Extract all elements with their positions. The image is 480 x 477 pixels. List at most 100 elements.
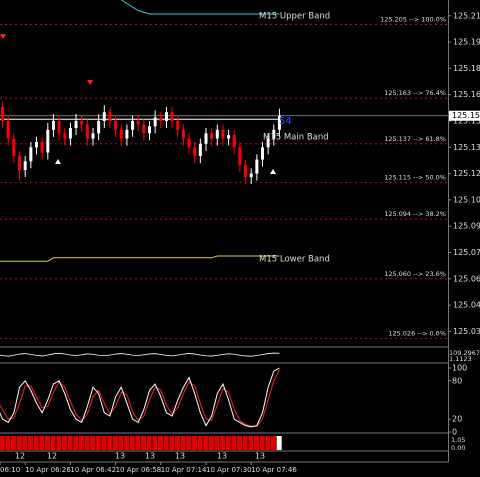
candle-body — [159, 117, 163, 122]
x-tick-label: 06:10 — [0, 466, 20, 474]
signal-arrow — [55, 159, 61, 164]
hist-bar — [39, 436, 45, 450]
candle-body — [193, 147, 197, 157]
y-tick-label: 125.075 — [453, 248, 480, 257]
y-tick-label: 125.165 — [453, 90, 480, 99]
fib-label: 125.163 --> 76.4% — [384, 89, 446, 97]
candle-body — [170, 112, 174, 122]
hist-bar — [33, 436, 39, 450]
band-line — [120, 0, 280, 15]
x-tick-label: 10 Apr 07:30 — [206, 466, 252, 474]
current-price-label: 125.153 — [452, 111, 480, 120]
fib-label: 125.094 --> 38.2% — [384, 210, 446, 218]
fib-label: 125.115 --> 50.0% — [384, 173, 446, 181]
panel-borders — [0, 0, 449, 463]
candle-body — [198, 143, 202, 157]
hist-bar — [225, 436, 231, 450]
candle-body — [153, 117, 157, 127]
candle-body — [148, 126, 151, 134]
candle-body — [131, 121, 135, 130]
candle-body — [164, 112, 168, 122]
candle-body — [215, 129, 219, 139]
x-tick-label: 10 Apr 06:42 — [70, 466, 116, 474]
candle-body — [51, 121, 55, 130]
y-tick-label: 125.030 — [453, 327, 480, 336]
hist-bar — [174, 436, 180, 450]
candle-body — [272, 129, 276, 139]
hist-label: 0.00 — [451, 444, 465, 452]
candle-body — [1, 106, 5, 122]
hist-bar — [248, 436, 254, 450]
candle-body — [232, 135, 236, 148]
candle-body — [125, 129, 129, 139]
hist-bar — [22, 436, 28, 450]
signal-arrow — [87, 80, 93, 85]
oscillator-label: 1.1123 — [449, 355, 472, 363]
candle-body — [91, 133, 95, 139]
hist-bar — [135, 436, 141, 450]
candle-body — [119, 129, 123, 139]
candle-body — [176, 121, 180, 130]
stoch-tick-label: 20 — [452, 415, 462, 424]
candle-body — [29, 147, 33, 162]
candle-body — [204, 133, 208, 144]
hist-bar — [118, 436, 124, 450]
candle-body — [40, 142, 44, 153]
candle-body — [85, 124, 89, 139]
hist-bar — [259, 436, 265, 450]
hist-bar — [152, 436, 158, 450]
stoch-tick-label: 80 — [452, 376, 462, 385]
hist-bar — [107, 436, 113, 450]
candle-body — [187, 138, 191, 148]
candle-body — [46, 129, 50, 153]
x-tick-label: 10 Apr 06:58 — [116, 466, 162, 474]
y-tick-label: 125.045 — [453, 301, 480, 310]
candle-body — [57, 121, 61, 134]
plot-area — [0, 0, 448, 450]
hist-bar — [78, 436, 84, 450]
candle-body — [6, 121, 10, 139]
y-tick-label: 125.090 — [453, 222, 480, 231]
hist-bar — [163, 436, 169, 450]
hist-bar — [11, 436, 17, 450]
candle-body — [97, 121, 101, 134]
period-label: 12 — [15, 452, 25, 461]
hist-bar — [214, 436, 220, 450]
hist-bar — [44, 436, 51, 450]
period-label: 13 — [255, 452, 265, 461]
x-tick-label: 10 Apr 07:46 — [251, 466, 297, 474]
fib-label: 125.060 --> 23.6% — [384, 270, 446, 278]
stoch-tick-label: 100 — [452, 364, 467, 373]
y-tick-label: 125.135 — [453, 143, 480, 152]
signal-arrow — [270, 169, 276, 174]
hist-bar — [112, 436, 118, 450]
hist-bar — [220, 436, 226, 450]
hist-bar — [124, 436, 130, 450]
x-tick-label: 10 Apr 07:14 — [161, 466, 207, 474]
hist-bar — [67, 436, 73, 450]
y-tick-label: 125.150 — [453, 117, 480, 126]
hist-bar — [270, 436, 277, 450]
band-label: M15 Upper Band — [259, 12, 330, 22]
hist-bar — [101, 436, 107, 450]
x-tick-label: 10 Apr 06:26 — [25, 466, 71, 474]
hist-bar — [157, 436, 164, 450]
stoch-line — [0, 367, 280, 428]
y-tick-label: 125.195 — [453, 38, 480, 47]
stoch-tick-label: 0 — [452, 428, 457, 437]
fib-label: 125.026 --> 0.0% — [388, 329, 446, 337]
signal-arrow — [0, 34, 6, 39]
candle-body — [261, 147, 264, 160]
candle-body — [136, 121, 140, 125]
hist-label: 1.05 — [451, 436, 465, 444]
timer: 54 — [279, 116, 292, 127]
candle-body — [142, 124, 146, 134]
hist-bar — [0, 436, 5, 450]
candle-body — [74, 121, 78, 129]
band-label: M15 Main Band — [263, 133, 329, 143]
candle-body — [23, 161, 27, 171]
hist-bar — [197, 436, 203, 450]
